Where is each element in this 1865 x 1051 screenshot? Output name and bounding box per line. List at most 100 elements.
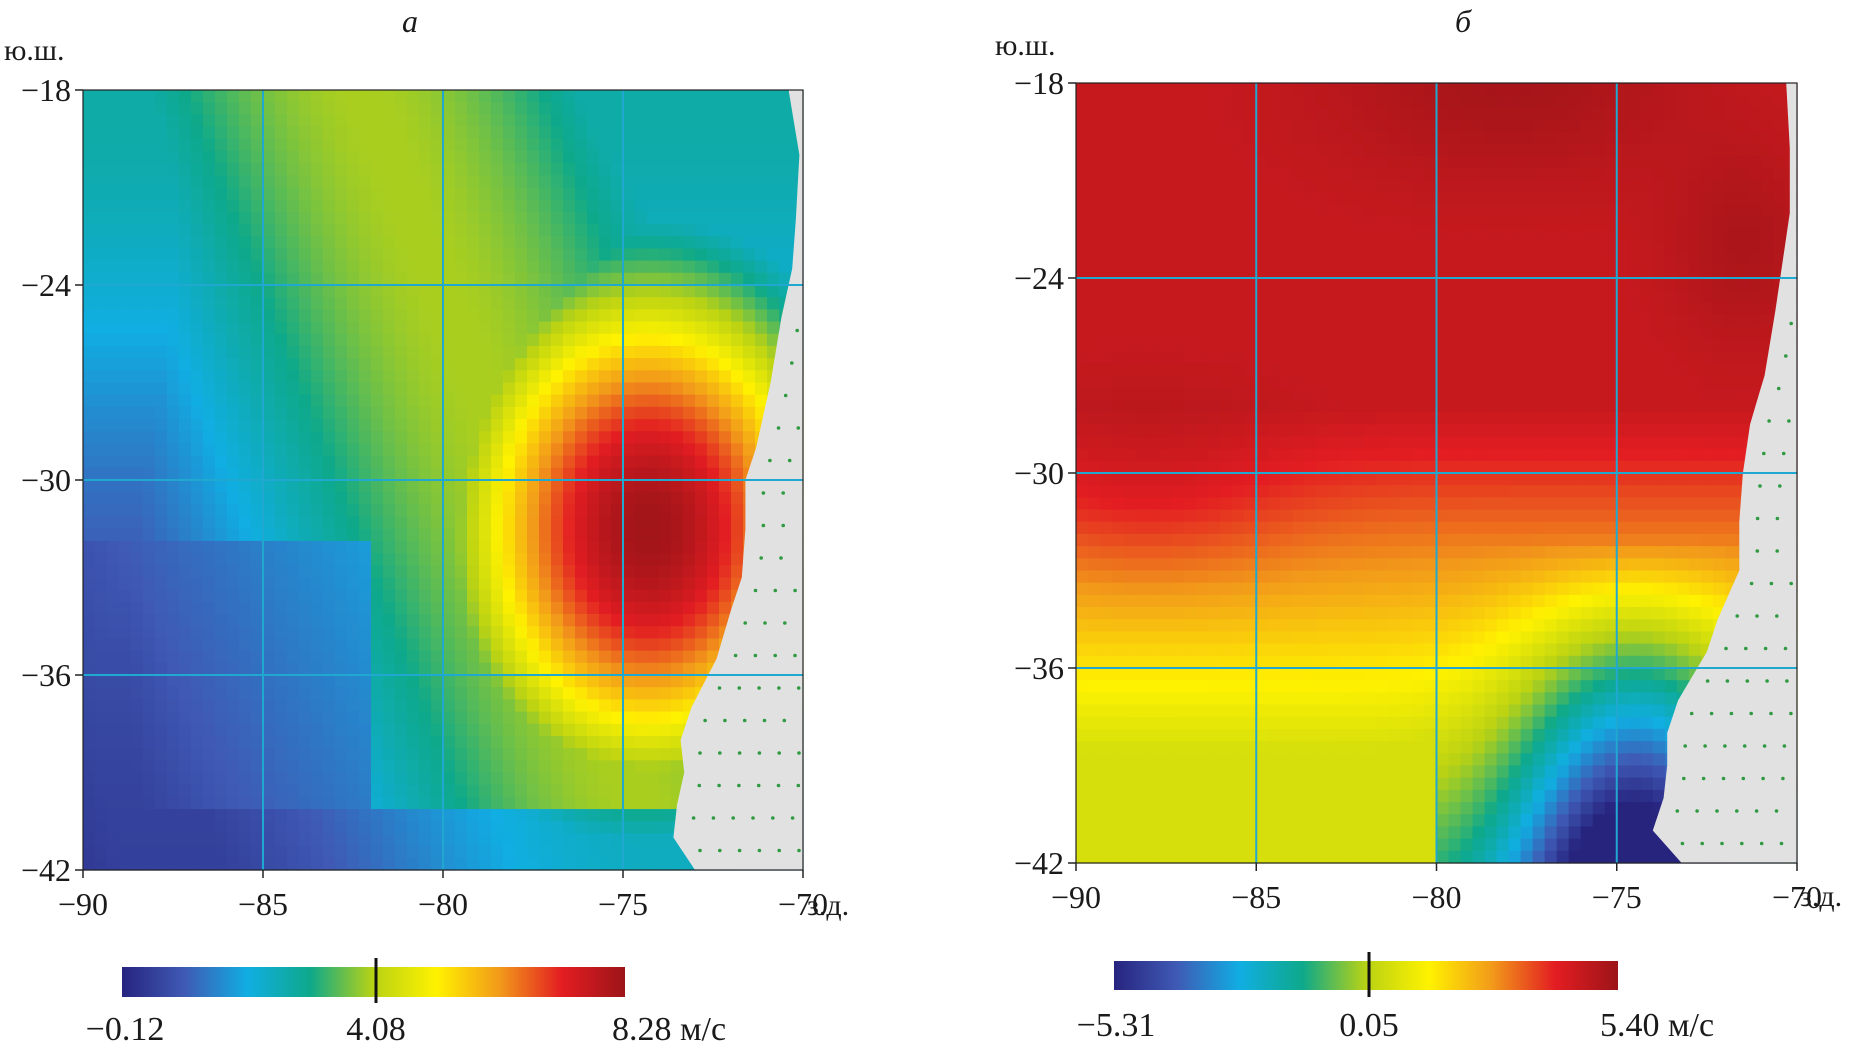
heatmap-cell <box>623 796 636 810</box>
heatmap-cell <box>419 114 432 128</box>
heatmap-cell <box>95 272 108 286</box>
land-dot <box>781 491 785 495</box>
heatmap-cell <box>299 236 312 250</box>
heatmap-cell <box>359 455 372 469</box>
heatmap-cell <box>287 260 300 274</box>
heatmap-cell <box>275 321 288 335</box>
heatmap-cell <box>1148 95 1161 108</box>
heatmap-cell <box>1556 204 1570 218</box>
heatmap-cell <box>371 333 384 347</box>
heatmap-cell <box>467 748 480 761</box>
heatmap-cell <box>1100 290 1113 303</box>
land-dot <box>776 783 781 788</box>
heatmap-cell <box>563 699 576 713</box>
heatmap-cell <box>527 297 540 310</box>
heatmap-cell <box>323 163 336 176</box>
heatmap-cell <box>611 821 624 835</box>
heatmap-cell <box>695 528 708 542</box>
heatmap-cell <box>431 748 444 761</box>
heatmap-cell <box>1364 265 1378 279</box>
heatmap-cell <box>143 248 156 262</box>
heatmap-cell <box>107 480 120 493</box>
heatmap-cell <box>563 260 576 274</box>
heatmap-cell <box>1256 107 1269 121</box>
heatmap-cell <box>143 345 156 359</box>
heatmap-cell <box>119 516 132 530</box>
heatmap-cell <box>299 784 312 798</box>
heatmap-cell <box>611 358 624 371</box>
heatmap-cell <box>1424 180 1438 194</box>
heatmap-cell <box>335 406 348 420</box>
heatmap-cell <box>503 431 516 445</box>
heatmap-cell <box>1136 217 1149 230</box>
heatmap-cell <box>359 358 372 371</box>
heatmap-cell <box>671 248 684 262</box>
heatmap-cell <box>551 297 564 310</box>
heatmap-cell <box>731 260 744 274</box>
heatmap-cell <box>419 175 432 189</box>
heatmap-cell <box>491 662 504 676</box>
heatmap-cell <box>275 297 288 310</box>
heatmap-cell <box>1712 265 1726 279</box>
heatmap-cell <box>95 285 108 298</box>
heatmap-cell <box>359 857 372 871</box>
heatmap-cell <box>623 236 636 250</box>
heatmap-cell <box>407 333 420 347</box>
heatmap-cell <box>539 711 552 725</box>
heatmap-cell <box>203 516 216 530</box>
heatmap-cell <box>503 492 516 505</box>
heatmap-cell <box>359 467 372 481</box>
heatmap-cell <box>527 480 540 493</box>
heatmap-cell <box>719 333 732 347</box>
heatmap-cell <box>215 272 228 286</box>
heatmap-cell <box>371 699 384 713</box>
heatmap-cell <box>1676 95 1690 108</box>
heatmap-cell <box>1256 290 1269 303</box>
heatmap-cell <box>95 260 108 274</box>
heatmap-cell <box>155 772 168 786</box>
heatmap-cell <box>1112 278 1125 291</box>
heatmap-cell <box>503 248 516 262</box>
heatmap-cell <box>623 638 636 652</box>
heatmap-cell <box>455 492 468 505</box>
heatmap-cell <box>1232 204 1245 218</box>
heatmap-cell <box>83 236 96 250</box>
heatmap-cell <box>191 821 204 835</box>
heatmap-cell <box>527 516 540 530</box>
heatmap-cell <box>107 857 120 871</box>
heatmap-cell <box>467 370 480 384</box>
heatmap-cell <box>1256 119 1269 133</box>
heatmap-cell <box>83 516 96 530</box>
heatmap-cell <box>755 333 768 347</box>
heatmap-cell <box>443 309 456 323</box>
heatmap-cell <box>1640 241 1654 255</box>
heatmap-cell <box>1148 265 1161 279</box>
heatmap-cell <box>611 285 624 298</box>
heatmap-cell <box>383 260 396 274</box>
heatmap-cell <box>203 90 216 103</box>
heatmap-cell <box>119 431 132 445</box>
heatmap-cell <box>95 687 108 700</box>
heatmap-cell <box>191 687 204 700</box>
heatmap-cell <box>335 760 348 774</box>
heatmap-cell <box>167 662 180 676</box>
heatmap-cell <box>431 601 444 615</box>
heatmap-cell <box>287 345 300 359</box>
heatmap-cell <box>719 589 732 603</box>
heatmap-cell <box>395 309 408 323</box>
heatmap-cell <box>107 711 120 725</box>
heatmap-cell <box>1124 168 1137 182</box>
heatmap-cell <box>1148 107 1161 121</box>
heatmap-cell <box>83 504 96 518</box>
heatmap-cell <box>239 321 252 335</box>
heatmap-cell <box>647 760 660 774</box>
heatmap-cell <box>695 577 708 591</box>
heatmap-cell <box>1220 217 1233 230</box>
heatmap-cell <box>443 760 456 774</box>
heatmap-cell <box>431 272 444 286</box>
heatmap-cell <box>1340 192 1353 206</box>
heatmap-cell <box>107 297 120 310</box>
heatmap-cell <box>1580 278 1594 291</box>
heatmap-cell <box>419 394 432 408</box>
heatmap-cell <box>395 285 408 298</box>
